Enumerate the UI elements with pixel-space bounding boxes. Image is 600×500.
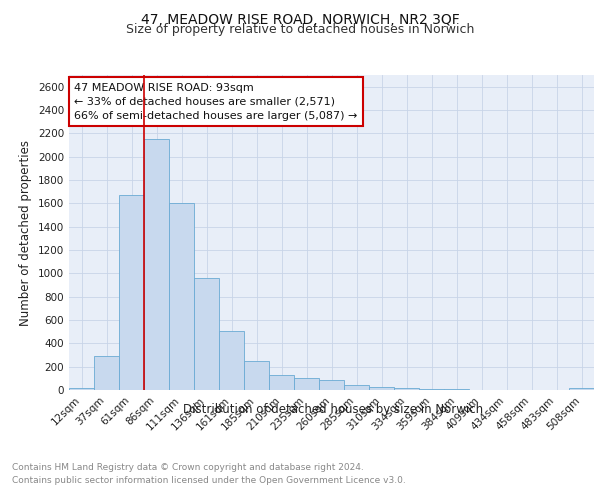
- Text: 47, MEADOW RISE ROAD, NORWICH, NR2 3QF: 47, MEADOW RISE ROAD, NORWICH, NR2 3QF: [140, 12, 460, 26]
- Bar: [194, 278, 219, 390]
- Bar: [419, 389, 444, 390]
- Y-axis label: Number of detached properties: Number of detached properties: [19, 140, 32, 326]
- Text: Distribution of detached houses by size in Norwich: Distribution of detached houses by size …: [183, 402, 483, 415]
- Bar: [319, 380, 344, 390]
- Bar: [244, 361, 269, 390]
- Bar: [94, 356, 119, 390]
- Text: Contains HM Land Registry data © Crown copyright and database right 2024.: Contains HM Land Registry data © Crown c…: [12, 462, 364, 471]
- Bar: [394, 388, 419, 390]
- Bar: [119, 195, 144, 390]
- Bar: [294, 378, 319, 390]
- Bar: [369, 386, 394, 390]
- Text: 47 MEADOW RISE ROAD: 93sqm
← 33% of detached houses are smaller (2,571)
66% of s: 47 MEADOW RISE ROAD: 93sqm ← 33% of deta…: [74, 83, 358, 121]
- Bar: [69, 388, 94, 390]
- Bar: [344, 385, 369, 390]
- Bar: [219, 331, 244, 390]
- Text: Size of property relative to detached houses in Norwich: Size of property relative to detached ho…: [126, 22, 474, 36]
- Bar: [169, 203, 194, 390]
- Bar: [569, 388, 594, 390]
- Text: Contains public sector information licensed under the Open Government Licence v3: Contains public sector information licen…: [12, 476, 406, 485]
- Bar: [269, 376, 294, 390]
- Bar: [144, 139, 169, 390]
